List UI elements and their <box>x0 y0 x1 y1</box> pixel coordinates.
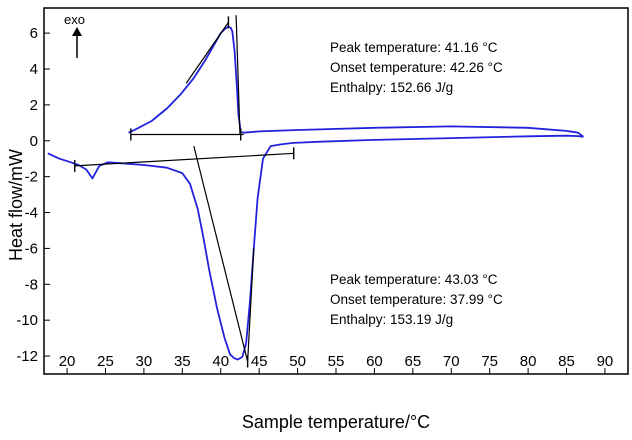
series-line-0 <box>47 134 584 361</box>
x-tick-label: 85 <box>558 353 575 370</box>
tick-labels: 20 25 30 35 40 45 50 55 60 65 70 75 80 85 906420-2-4-6… <box>16 25 613 370</box>
x-tick-label: 45 <box>251 353 268 370</box>
construction-line <box>185 22 229 84</box>
construction-line <box>247 248 255 362</box>
y-tick-label: 6 <box>30 25 38 42</box>
exo-arrow-icon <box>72 27 82 58</box>
x-tick-label: 30 <box>136 353 153 370</box>
y-tick-label: -8 <box>25 276 38 293</box>
x-tick-label: 65 <box>404 353 421 370</box>
x-tick-label: 75 <box>481 353 498 370</box>
x-tick-label: 35 <box>174 353 191 370</box>
x-tick-label: 60 <box>366 353 383 370</box>
axis-ticks <box>44 32 606 374</box>
annotation-upper-enthalpy: Enthalpy: 152.66 J/g <box>330 80 453 95</box>
series-layer <box>47 25 584 361</box>
annotation-lower-peak: Peak temperature: 43.03 °C <box>330 272 498 287</box>
x-tick-label: 20 <box>59 353 76 370</box>
annotation-upper-peak: Peak temperature: 41.16 °C <box>330 40 498 55</box>
x-tick-label: 50 <box>289 353 306 370</box>
y-tick-label: 0 <box>30 133 38 150</box>
y-tick-label: -12 <box>16 348 38 365</box>
construction-line <box>193 146 249 362</box>
construction-line <box>235 15 241 135</box>
y-tick-label: -4 <box>25 205 38 222</box>
x-tick-label: 80 <box>520 353 537 370</box>
x-tick-label: 90 <box>597 353 614 370</box>
construction-line <box>74 152 294 167</box>
exo-label: exo <box>64 12 85 27</box>
annotation-lower-enthalpy: Enthalpy: 153.19 J/g <box>330 312 453 327</box>
y-tick-label: -10 <box>16 312 38 329</box>
y-tick-label: 4 <box>30 61 38 78</box>
y-axis-title: Heat flow/mW <box>6 149 26 261</box>
construction-lines <box>74 15 294 362</box>
annotation-upper-onset: Onset temperature: 42.26 °C <box>330 60 503 75</box>
y-tick-label: -2 <box>25 169 38 186</box>
x-axis-title: Sample temperature/°C <box>242 412 430 432</box>
x-tick-label: 70 <box>443 353 460 370</box>
x-tick-label: 40 <box>212 353 229 370</box>
x-tick-label: 55 <box>328 353 345 370</box>
construction-markers <box>74 16 295 368</box>
x-tick-label: 25 <box>97 353 114 370</box>
y-tick-label: -6 <box>25 240 38 257</box>
annotation-lower-onset: Onset temperature: 37.99 °C <box>330 292 503 307</box>
series-line-1 <box>128 25 584 138</box>
y-tick-label: 2 <box>30 97 38 114</box>
